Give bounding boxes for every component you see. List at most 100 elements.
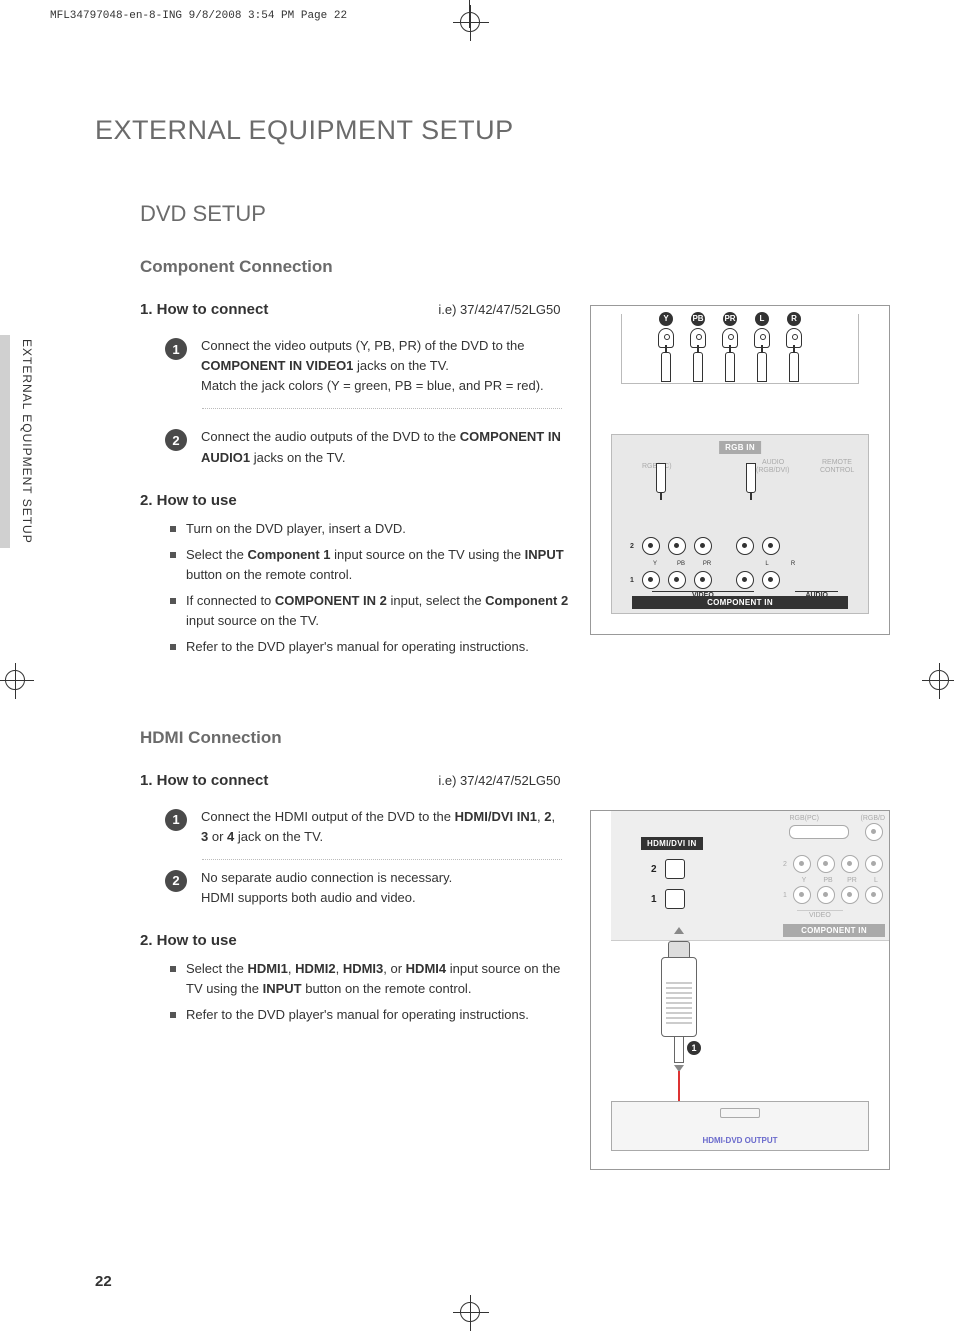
step-badge-2: 2 [165, 429, 187, 451]
dvd-jack-row: Y PB PR L R [653, 312, 807, 382]
tv-panel: RGB IN RGB(PC) AUDIO (RGB/DVI) REMOTE CO… [611, 434, 869, 614]
arrow-up-icon [674, 927, 684, 934]
side-tab: EXTERNAL EQUIPMENT SETUP [20, 335, 62, 548]
t: PR [698, 561, 716, 567]
hdmi-dvi-in-label: HDMI/DVI IN [641, 837, 703, 850]
t: Y [646, 561, 664, 567]
t: 1 [783, 892, 787, 899]
t: Refer to the DVD player's manual for ope… [186, 1007, 529, 1022]
hdmi-diagram: RGB(PC) (RGB/D HDMI/DVI IN 2 1 2 Y PB PR [590, 810, 890, 1170]
t: No separate audio connection is necessar… [201, 870, 452, 885]
t: input source on the TV using the [331, 547, 525, 562]
t: HDMI4 [406, 961, 446, 976]
t: COMPONENT IN VIDEO1 [201, 358, 353, 373]
use-item: If connected to COMPONENT IN 2 input, se… [170, 591, 570, 631]
t: COMPONENT IN 2 [275, 593, 387, 608]
hdmi-use-list: Select the HDMI1, HDMI2, HDMI3, or HDMI4… [170, 959, 570, 1025]
divider [202, 408, 562, 409]
audio-label: AUDIO [762, 459, 784, 466]
jack-label: L [755, 312, 769, 326]
t: input source on the TV. [186, 613, 319, 628]
t: INPUT [525, 547, 564, 562]
t: Connect the HDMI output of the DVD to th… [201, 809, 455, 824]
t: Y [795, 877, 813, 884]
hdmi-badge-1: 1 [687, 1041, 701, 1055]
jack-label: PR [723, 312, 737, 326]
step-badge-1: 1 [165, 338, 187, 360]
t: , [336, 961, 343, 976]
use-item: Refer to the DVD player's manual for ope… [170, 637, 570, 657]
hdmi-connection-heading: HDMI Connection [140, 728, 904, 748]
t: Refer to the DVD player's manual for ope… [186, 639, 529, 654]
hdmi-num: 1 [651, 894, 657, 905]
t: input, select the [387, 593, 485, 608]
remote-label2: CONTROL [820, 467, 854, 474]
t: PB [819, 877, 837, 884]
divider [202, 859, 562, 860]
jack-label: R [787, 312, 801, 326]
print-metadata: MFL34797048-en-8-ING 9/8/2008 3:54 PM Pa… [0, 0, 954, 22]
model-note-2: i.e) 37/42/47/52LG50 [438, 773, 560, 788]
jack-label: Y [659, 312, 673, 326]
t: HDMI2 [295, 961, 335, 976]
side-tab-label: EXTERNAL EQUIPMENT SETUP [20, 339, 34, 544]
t: PB [672, 561, 690, 567]
hdmi-dvd-box: HDMI-DVD OUTPUT [611, 1101, 869, 1151]
t: button on the remote control. [302, 981, 472, 996]
component-use-list: Turn on the DVD player, insert a DVD. Se… [170, 519, 570, 658]
video-ghost: VIDEO [797, 910, 843, 920]
model-note-1: i.e) 37/42/47/52LG50 [438, 302, 560, 317]
jack-label: PB [691, 312, 705, 326]
rgb-pc-small: RGB(PC) [789, 815, 819, 822]
howto-connect-heading: 1. How to connect [140, 301, 268, 318]
t: R [784, 561, 802, 567]
step-badge-1: 1 [165, 809, 187, 831]
t: or [208, 829, 227, 844]
rgb-in-label: RGB IN [719, 441, 761, 454]
t: jacks on the TV. [353, 358, 448, 373]
component-step-2: 2 Connect the audio outputs of the DVD t… [165, 427, 565, 467]
step-1-text: Connect the video outputs (Y, PB, PR) of… [201, 336, 565, 396]
t: Component 2 [485, 593, 568, 608]
t: jacks on the TV. [250, 450, 345, 465]
t: 2 [783, 861, 787, 868]
hdmi-num: 2 [651, 864, 657, 875]
dvd-setup-heading: DVD SETUP [140, 201, 904, 227]
step-badge-2: 2 [165, 870, 187, 892]
t: button on the remote control. [186, 567, 352, 582]
rgb-d-small: (RGB/D [861, 815, 886, 822]
hdmi-step-1-text: Connect the HDMI output of the DVD to th… [201, 807, 565, 847]
component-in-ghost: COMPONENT IN [783, 924, 885, 937]
t: Connect the video outputs (Y, PB, PR) of… [201, 338, 525, 353]
hdmi-step-2: 2 No separate audio connection is necess… [165, 868, 565, 908]
t: , or [383, 961, 405, 976]
row-num: 2 [630, 543, 634, 550]
use-item: Refer to the DVD player's manual for ope… [170, 1005, 570, 1025]
t: Match the jack colors (Y = green, PB = b… [201, 378, 544, 393]
t: HDMI supports both audio and video. [201, 890, 416, 905]
crop-mark-left [0, 660, 35, 700]
t: , [551, 809, 555, 824]
t: If connected to [186, 593, 275, 608]
t: HDMI1 [247, 961, 287, 976]
hdmi-step-1: 1 Connect the HDMI output of the DVD to … [165, 807, 565, 847]
hdmi-howto-connect-heading: 1. How to connect [140, 772, 268, 789]
t: Select the [186, 547, 247, 562]
t: Turn on the DVD player, insert a DVD. [186, 521, 406, 536]
hdmi-step-2-text: No separate audio connection is necessar… [201, 868, 452, 908]
page-title: EXTERNAL EQUIPMENT SETUP [95, 115, 904, 146]
hdmi-dvd-output-label: HDMI-DVD OUTPUT [612, 1136, 868, 1145]
t: L [867, 877, 885, 884]
page-number: 22 [95, 1273, 112, 1290]
t: HDMI3 [343, 961, 383, 976]
remote-label: REMOTE [822, 459, 852, 466]
t: L [758, 561, 776, 567]
t: Connect the audio outputs of the DVD to … [201, 429, 460, 444]
t: HDMI/DVI IN1 [455, 809, 537, 824]
component-step-1: 1 Connect the video outputs (Y, PB, PR) … [165, 336, 565, 396]
t: Component 1 [247, 547, 330, 562]
t: Select the [186, 961, 247, 976]
t: PR [843, 877, 861, 884]
component-diagram: Y PB PR L R 1 2 RGB IN RGB(PC) AUDIO (RG… [590, 305, 890, 635]
crop-mark-right [919, 660, 954, 700]
